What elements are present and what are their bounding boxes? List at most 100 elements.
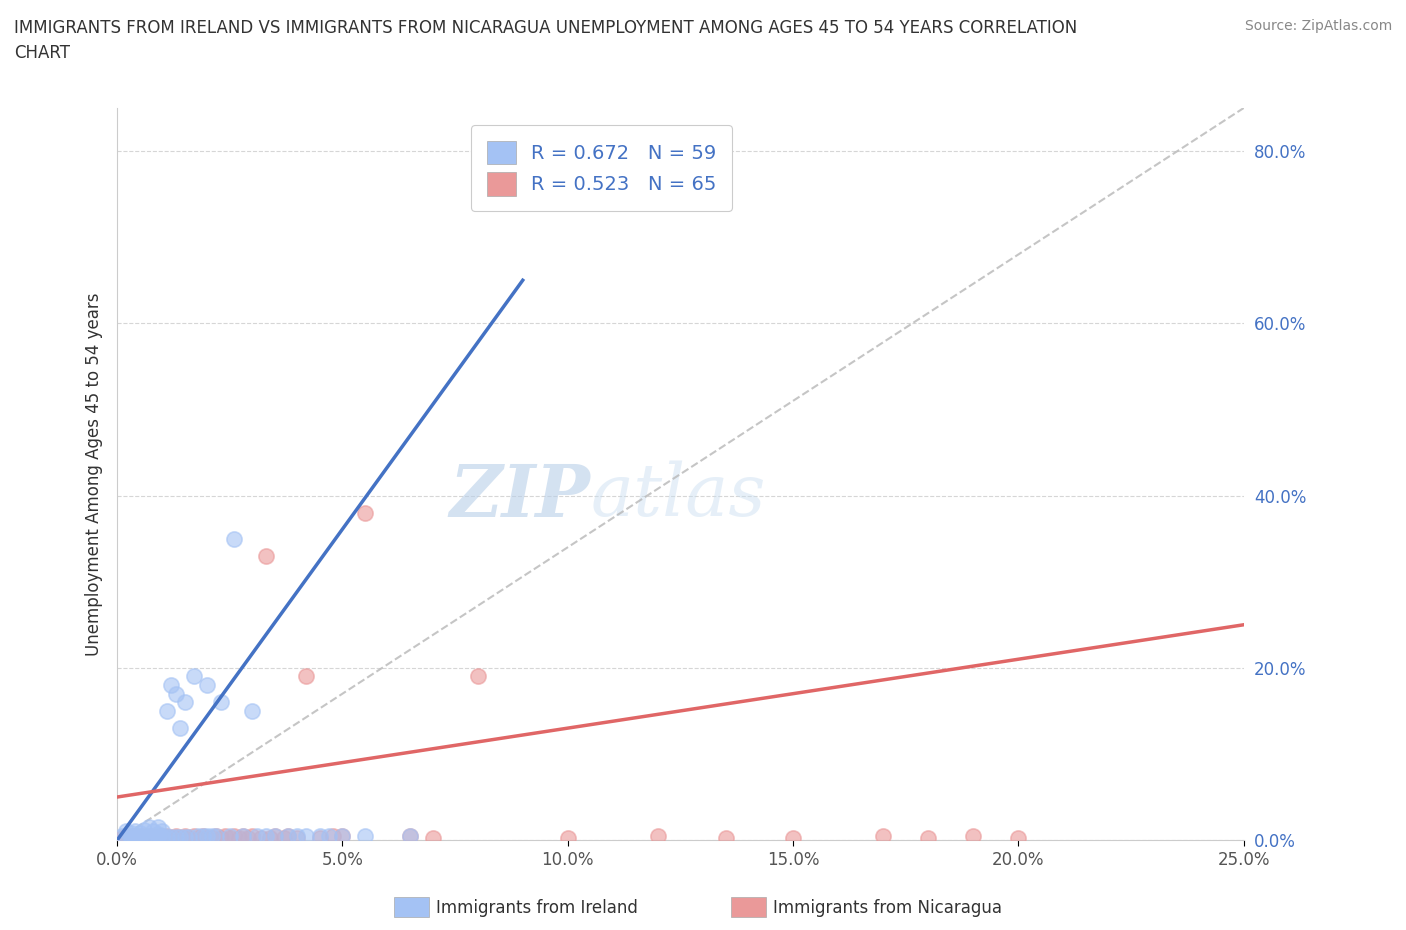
Point [142,830,165,845]
Point [128,829,150,844]
Point [160,830,183,845]
Point [173,829,195,844]
Point [232,829,254,844]
Text: Immigrants from Nicaragua: Immigrants from Nicaragua [773,898,1002,917]
Point [115,824,138,839]
Point [309,830,332,845]
Point [156,829,179,844]
Point [195,830,218,845]
Point [309,829,332,844]
Point [146,829,169,844]
Point [120,826,142,841]
Point [156,830,179,845]
Point [277,829,299,844]
Point [246,829,269,844]
Point [399,829,422,844]
Point [399,829,422,844]
Point [218,829,240,844]
Text: IMMIGRANTS FROM IRELAND VS IMMIGRANTS FROM NICARAGUA UNEMPLOYMENT AMONG AGES 45 : IMMIGRANTS FROM IRELAND VS IMMIGRANTS FR… [14,19,1077,61]
Point [138,829,160,844]
Point [714,830,737,845]
Point [240,829,263,844]
Point [138,819,160,834]
Point [295,829,318,844]
Point [115,830,138,845]
Point [205,829,228,844]
Point [254,549,277,564]
Point [354,829,377,844]
Point [187,829,209,844]
Point [218,830,240,845]
Point [647,829,669,844]
Point [165,830,187,844]
Point [124,830,146,845]
Point [142,830,165,845]
Point [165,686,187,701]
Point [111,830,134,845]
Point [134,822,156,837]
Point [146,830,169,845]
Point [134,830,156,845]
Point [138,830,160,845]
Legend: R = 0.672   N = 59, R = 0.523   N = 65: R = 0.672 N = 59, R = 0.523 N = 65 [471,125,733,211]
Point [160,678,183,693]
Point [264,829,287,844]
Point [240,703,263,718]
Point [214,829,236,844]
Point [209,695,232,710]
Point [150,829,173,844]
Point [134,829,156,844]
Point [295,669,318,684]
Point [254,829,277,844]
Point [209,830,232,845]
Point [156,703,179,718]
Point [169,830,191,845]
Point [322,829,344,844]
Text: atlas: atlas [591,460,766,531]
Point [146,827,169,842]
Point [124,830,146,845]
Point [150,830,173,845]
Point [277,829,299,844]
Point [332,829,354,844]
Point [150,830,173,845]
Point [124,829,146,844]
Text: Source: ZipAtlas.com: Source: ZipAtlas.com [1244,19,1392,33]
Point [173,695,195,710]
Point [173,830,195,845]
Point [962,829,984,844]
Point [150,829,173,844]
Point [173,830,195,844]
Point [195,829,218,844]
Point [228,830,250,845]
Text: Immigrants from Ireland: Immigrants from Ireland [436,898,638,917]
Point [187,830,209,845]
Point [224,829,246,844]
Point [146,830,169,845]
Point [224,531,246,546]
Point [191,829,214,844]
Point [782,830,804,845]
Point [191,829,214,844]
Point [205,829,228,844]
Point [232,829,254,844]
Point [236,830,259,845]
Point [287,829,309,844]
Point [165,829,187,844]
Point [115,830,138,845]
Point [134,830,156,845]
Point [142,829,165,844]
Point [201,829,224,844]
Point [264,829,287,844]
Point [169,721,191,736]
Point [917,830,939,845]
Point [318,829,340,844]
Point [138,830,160,845]
Text: ZIP: ZIP [450,460,591,532]
Point [179,830,201,845]
Point [354,505,377,520]
Point [287,830,309,845]
Point [120,831,142,846]
Point [273,830,295,845]
Point [120,829,142,844]
